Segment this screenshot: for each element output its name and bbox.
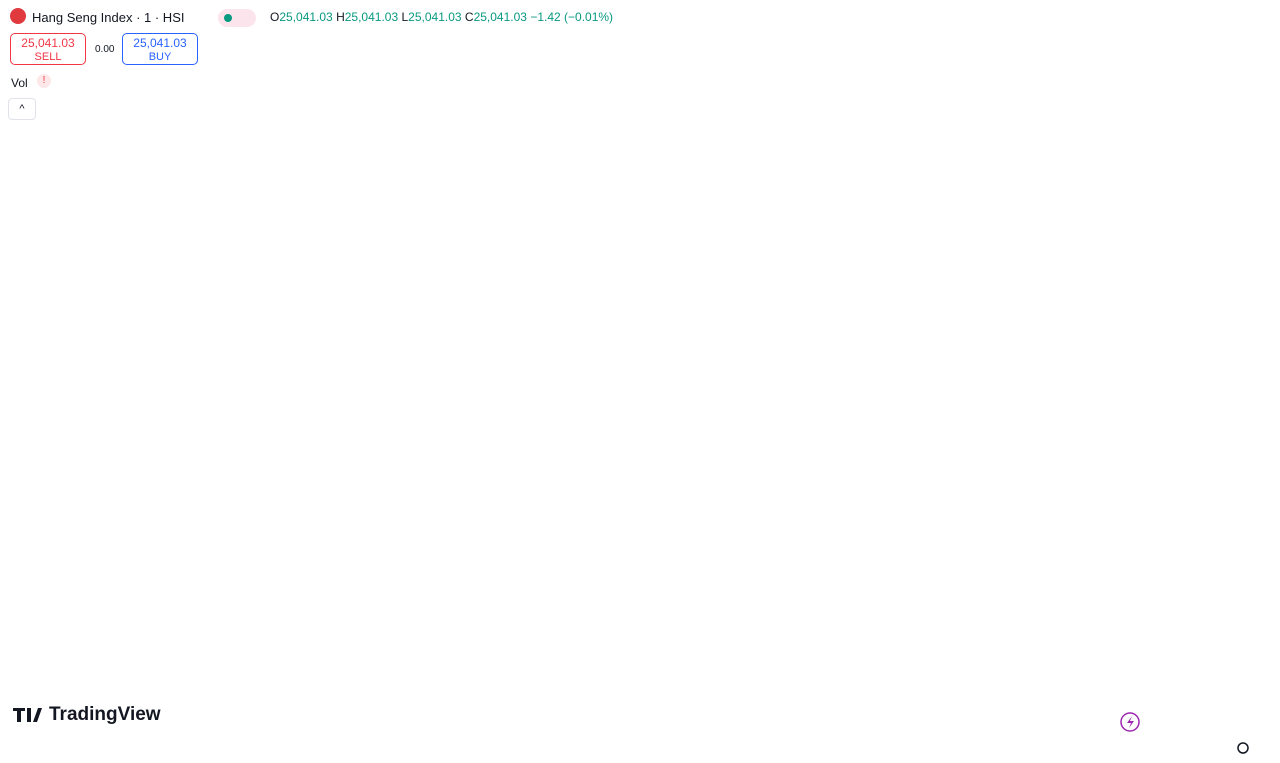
buy-button[interactable]: 25,041.03 BUY — [122, 33, 198, 65]
collapse-button[interactable]: ^ — [8, 98, 36, 120]
lightning-glyph — [1127, 716, 1134, 728]
sell-button[interactable]: 25,041.03 SELL — [10, 33, 86, 65]
volume-label: Vol — [11, 76, 28, 90]
ohlc-row: O25,041.03 H25,041.03 L25,041.03 C25,041… — [270, 10, 613, 24]
sell-price: 25,041.03 — [21, 36, 75, 50]
h-label: H — [336, 10, 345, 24]
c-label: C — [464, 10, 474, 24]
spread: 0.00 — [95, 44, 115, 55]
buy-price: 25,041.03 — [133, 36, 187, 50]
symbol[interactable]: Hang Seng Index · 1 · HSI — [32, 10, 185, 25]
symbol-logo — [10, 8, 26, 24]
lightning-icon[interactable] — [1120, 712, 1140, 732]
brand: TradingView — [49, 704, 161, 725]
sell-label: SELL — [34, 51, 62, 63]
l-label: L — [401, 10, 409, 24]
h-value: 25,041.03 — [344, 10, 399, 24]
volume-warning[interactable]: ! — [37, 74, 51, 88]
settings-icon[interactable] — [1237, 742, 1249, 754]
buy-label: BUY — [148, 51, 172, 63]
change: −1.42 (−0.01%) — [530, 10, 614, 24]
brand-logo: TradingView — [13, 704, 161, 725]
c-value: 25,041.03 — [473, 10, 527, 24]
o-label: O — [270, 10, 280, 24]
l-value: 25,041.03 — [408, 10, 462, 24]
o-value: 25,041.03 — [279, 10, 333, 24]
status-toggle[interactable] — [218, 9, 256, 27]
